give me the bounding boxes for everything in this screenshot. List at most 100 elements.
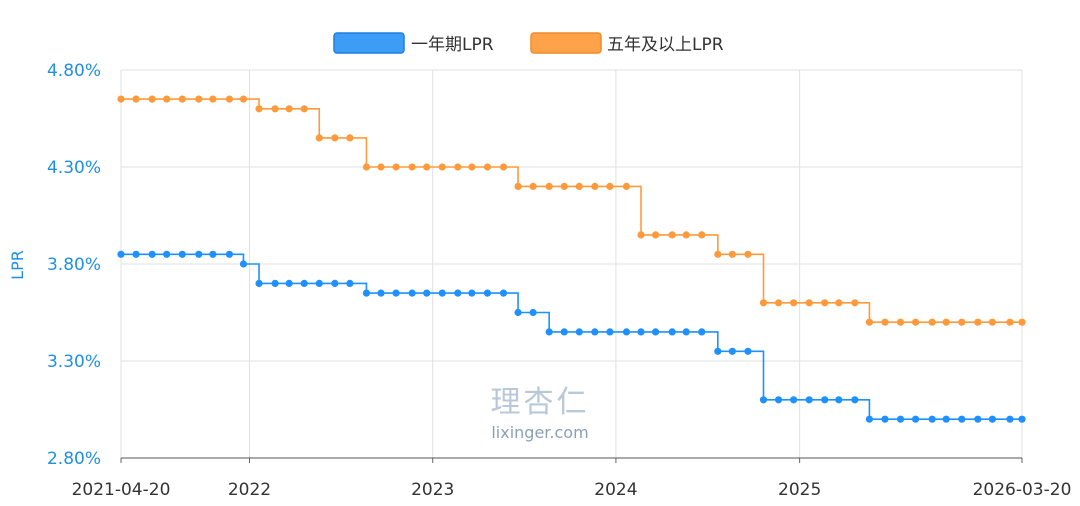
data-point[interactable] [958, 318, 966, 326]
data-point[interactable] [682, 231, 690, 239]
data-point[interactable] [896, 415, 905, 423]
data-point[interactable] [835, 299, 843, 307]
data-point[interactable] [805, 299, 813, 307]
data-point[interactable] [790, 396, 798, 404]
data-point[interactable] [821, 299, 829, 307]
data-point[interactable] [271, 105, 279, 113]
data-point[interactable] [575, 182, 583, 190]
data-point[interactable] [392, 289, 400, 297]
data-point[interactable] [928, 415, 936, 423]
data-point[interactable] [911, 415, 920, 423]
data-point[interactable] [942, 415, 950, 423]
data-point[interactable] [271, 279, 279, 287]
data-point[interactable] [148, 250, 156, 258]
data-point[interactable] [438, 163, 446, 171]
data-point[interactable] [896, 318, 905, 326]
data-point[interactable] [346, 279, 354, 287]
data-point[interactable] [851, 299, 859, 307]
data-point[interactable] [483, 163, 492, 171]
data-point[interactable] [759, 299, 768, 307]
data-point[interactable] [606, 328, 614, 336]
data-point[interactable] [331, 279, 339, 287]
data-point[interactable] [529, 182, 537, 190]
data-point[interactable] [362, 289, 371, 297]
data-point[interactable] [560, 328, 568, 336]
data-point[interactable] [239, 260, 248, 268]
data-point[interactable] [865, 415, 874, 423]
data-point[interactable] [483, 289, 492, 297]
data-point[interactable] [714, 347, 722, 355]
data-point[interactable] [545, 182, 553, 190]
data-point[interactable] [178, 95, 186, 103]
data-point[interactable] [195, 95, 203, 103]
data-point[interactable] [438, 289, 446, 297]
data-point[interactable] [988, 415, 996, 423]
data-point[interactable] [362, 163, 371, 171]
data-point[interactable] [117, 95, 125, 103]
data-point[interactable] [300, 279, 308, 287]
data-point[interactable] [728, 250, 736, 258]
data-point[interactable] [195, 250, 203, 258]
data-point[interactable] [744, 250, 752, 258]
data-point[interactable] [974, 415, 982, 423]
data-point[interactable] [499, 163, 508, 171]
data-point[interactable] [148, 95, 156, 103]
data-point[interactable] [637, 231, 645, 239]
data-point[interactable] [728, 347, 736, 355]
data-point[interactable] [454, 163, 462, 171]
data-point[interactable] [331, 134, 339, 142]
data-point[interactable] [225, 95, 234, 103]
data-point[interactable] [682, 328, 690, 336]
data-point[interactable] [560, 182, 568, 190]
data-point[interactable] [575, 328, 583, 336]
data-point[interactable] [514, 308, 522, 317]
data-point[interactable] [851, 396, 859, 404]
data-point[interactable] [974, 318, 982, 326]
data-point[interactable] [408, 163, 416, 171]
data-point[interactable] [744, 347, 752, 355]
data-point[interactable] [942, 318, 950, 326]
data-point[interactable] [132, 95, 140, 103]
data-point[interactable] [774, 396, 783, 404]
data-point[interactable] [255, 105, 263, 113]
data-point[interactable] [1018, 415, 1026, 423]
data-point[interactable] [209, 95, 217, 103]
data-point[interactable] [591, 182, 599, 190]
data-point[interactable] [285, 105, 293, 113]
data-point[interactable] [239, 95, 248, 103]
data-point[interactable] [468, 163, 476, 171]
data-point[interactable] [117, 250, 125, 258]
data-point[interactable] [454, 289, 462, 297]
legend-item-one-year[interactable]: 一年期LPR [333, 32, 494, 55]
data-point[interactable] [988, 318, 996, 326]
data-point[interactable] [468, 289, 476, 297]
data-point[interactable] [591, 328, 599, 336]
legend[interactable]: 一年期LPR 五年及以上LPR [333, 32, 724, 55]
data-point[interactable] [423, 289, 431, 297]
data-point[interactable] [622, 328, 631, 336]
data-point[interactable] [514, 182, 522, 190]
data-point[interactable] [163, 250, 171, 258]
data-point[interactable] [714, 250, 722, 258]
data-point[interactable] [315, 279, 323, 287]
data-point[interactable] [774, 299, 783, 307]
data-point[interactable] [790, 299, 798, 307]
data-point[interactable] [255, 279, 263, 287]
data-point[interactable] [300, 105, 308, 113]
data-point[interactable] [408, 289, 416, 297]
data-point[interactable] [377, 163, 385, 171]
data-point[interactable] [698, 231, 706, 239]
data-point[interactable] [529, 308, 537, 317]
data-point[interactable] [637, 328, 645, 336]
data-point[interactable] [606, 182, 614, 190]
data-point[interactable] [209, 250, 217, 258]
data-point[interactable] [1006, 318, 1014, 326]
data-point[interactable] [928, 318, 936, 326]
data-point[interactable] [315, 134, 323, 142]
data-point[interactable] [346, 134, 354, 142]
data-point[interactable] [651, 231, 660, 239]
data-point[interactable] [821, 396, 829, 404]
data-point[interactable] [499, 289, 508, 297]
data-point[interactable] [163, 95, 171, 103]
data-point[interactable] [1006, 415, 1014, 423]
